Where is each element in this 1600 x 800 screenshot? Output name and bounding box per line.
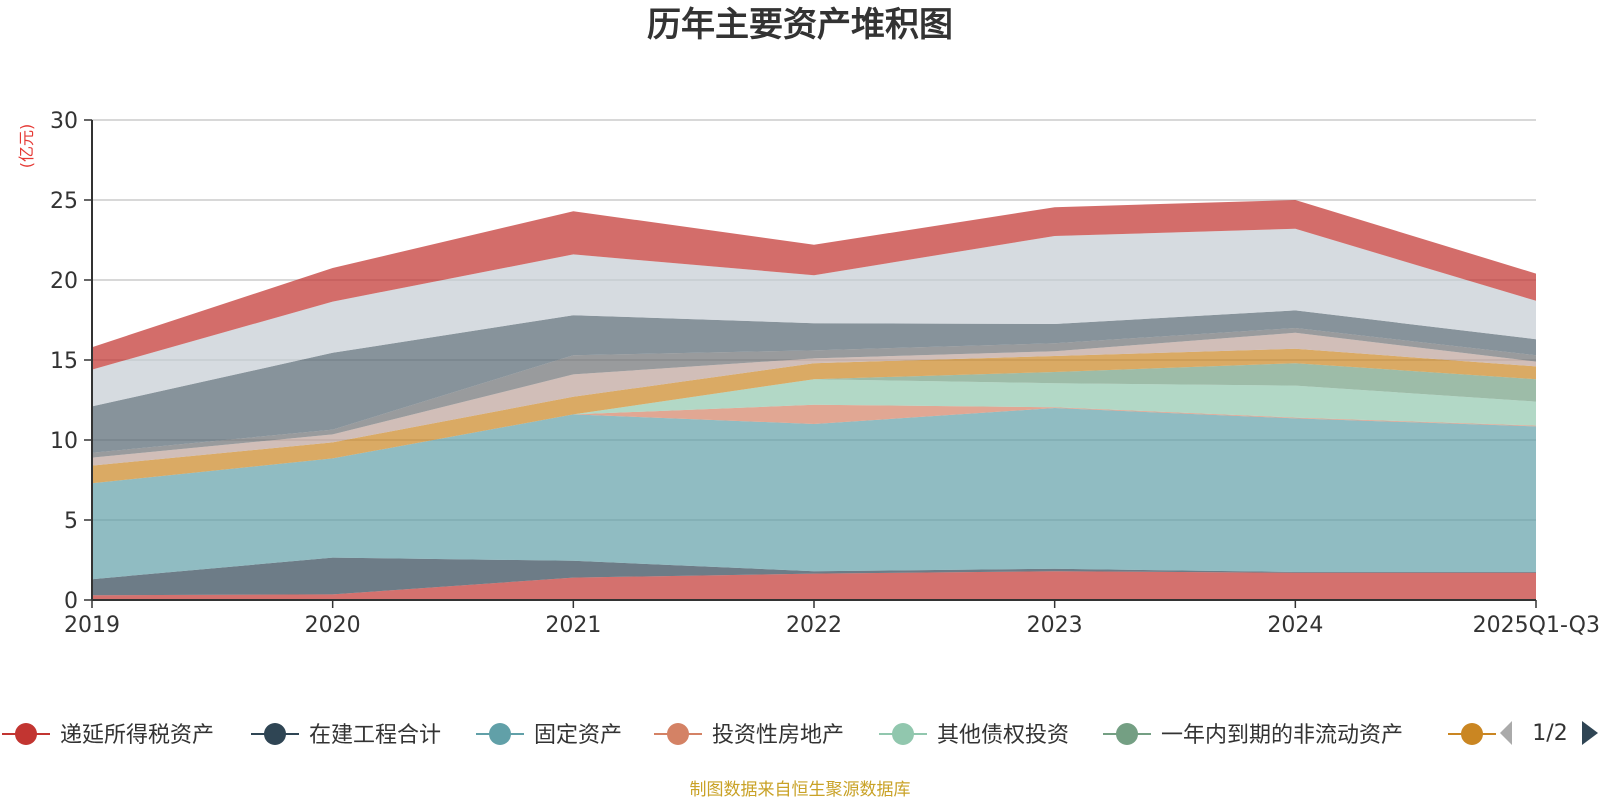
legend: 递延所得税资产 在建工程合计 固定资产 投资性房地产 其他债权投资 一年内到期的非流动资产 [2,723,1496,748]
area-series-3 [92,408,1536,580]
area-series-9 [92,328,1536,458]
legend-page-indicator: 1/2 [1532,721,1567,746]
x-tick-label: 2021 [545,613,601,638]
area-series-1 [92,571,1536,600]
arrow-left-icon[interactable] [1500,721,1512,745]
area-series-4 [92,404,1536,484]
x-tick-label: 2023 [1027,613,1083,638]
x-tick-label: 2020 [305,613,361,638]
y-tick-label: 20 [50,269,78,294]
legend-label: 投资性房地产 [712,723,844,748]
legend-marker [489,723,511,745]
legend-item-1[interactable]: 递延所得税资产 [2,723,214,748]
legend-item-6[interactable]: 一年内到期的非流动资产 [1103,723,1403,748]
y-tick-label: 30 [50,109,78,134]
area-series-6 [92,363,1536,484]
x-tick-label: 2019 [64,613,120,638]
area-series-5 [92,379,1536,484]
x-tick-label: 2024 [1267,613,1323,638]
legend-marker [1461,723,1483,745]
area-series-8 [92,332,1536,466]
y-tick-label: 10 [50,429,78,454]
x-tick-label: 2022 [786,613,842,638]
legend-marker [264,723,286,745]
legend-label: 其他债权投资 [937,723,1069,748]
legend-item-2[interactable]: 在建工程合计 [251,723,441,748]
legend-item-5[interactable]: 其他债权投资 [879,723,1069,748]
legend-pager: 1/2 [1500,721,1598,746]
legend-marker [15,723,37,745]
legend-label: 在建工程合计 [309,723,441,748]
y-axis-unit: (亿元) [17,124,36,169]
area-series-2 [92,557,1536,596]
area-series-10 [92,310,1536,453]
y-tick-label: 15 [50,349,78,374]
legend-item-3[interactable]: 固定资产 [476,723,622,748]
area-series-11 [92,228,1536,407]
axes: 0 5 10 15 20 25 30 2019 2020 2021 2022 2023 2024 2025… [50,109,1600,638]
legend-marker [1116,723,1138,745]
arrow-right-icon[interactable] [1582,721,1598,745]
y-tick-label: 25 [50,189,78,214]
legend-item-7[interactable] [1448,723,1496,745]
legend-item-4[interactable]: 投资性房地产 [654,723,844,748]
area-series [92,200,1536,600]
legend-marker [892,723,914,745]
legend-label: 一年内到期的非流动资产 [1161,723,1403,748]
data-source-note: 制图数据来自恒生聚源数据库 [690,780,911,800]
y-tick-label: 5 [64,509,78,534]
chart-title: 历年主要资产堆积图 [647,5,953,45]
legend-label: 递延所得税资产 [60,723,214,748]
area-series-12 [92,200,1536,370]
y-tick-label: 0 [64,589,78,614]
legend-label: 固定资产 [534,723,622,748]
legend-marker [667,723,689,745]
x-tick-label: 2025Q1-Q3 [1473,613,1600,638]
area-series-7 [92,348,1536,484]
